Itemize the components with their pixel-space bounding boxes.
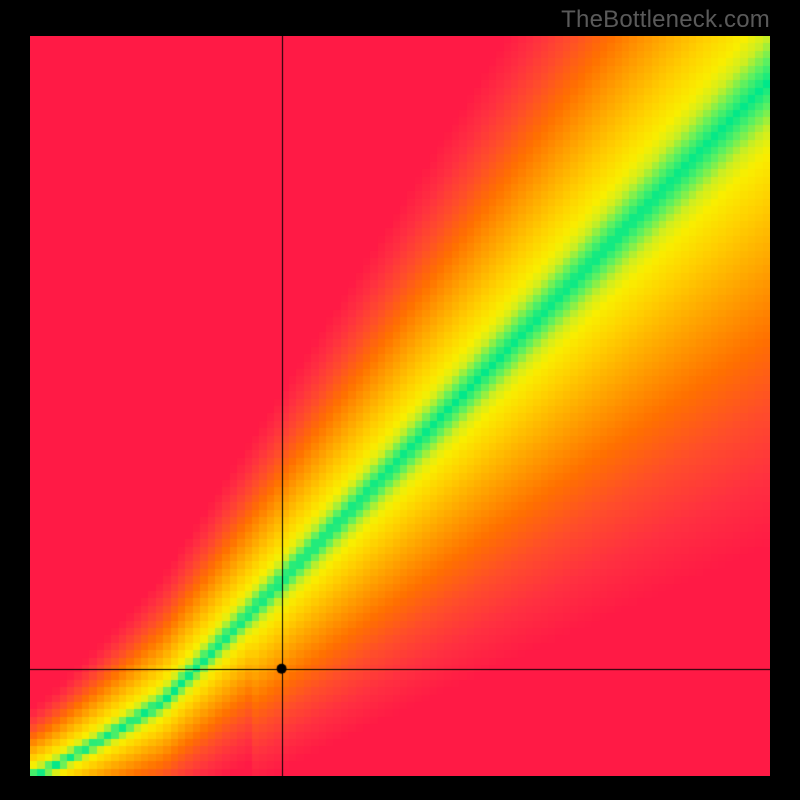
- watermark-text: TheBottleneck.com: [561, 6, 770, 34]
- bottleneck-heatmap: [30, 36, 770, 776]
